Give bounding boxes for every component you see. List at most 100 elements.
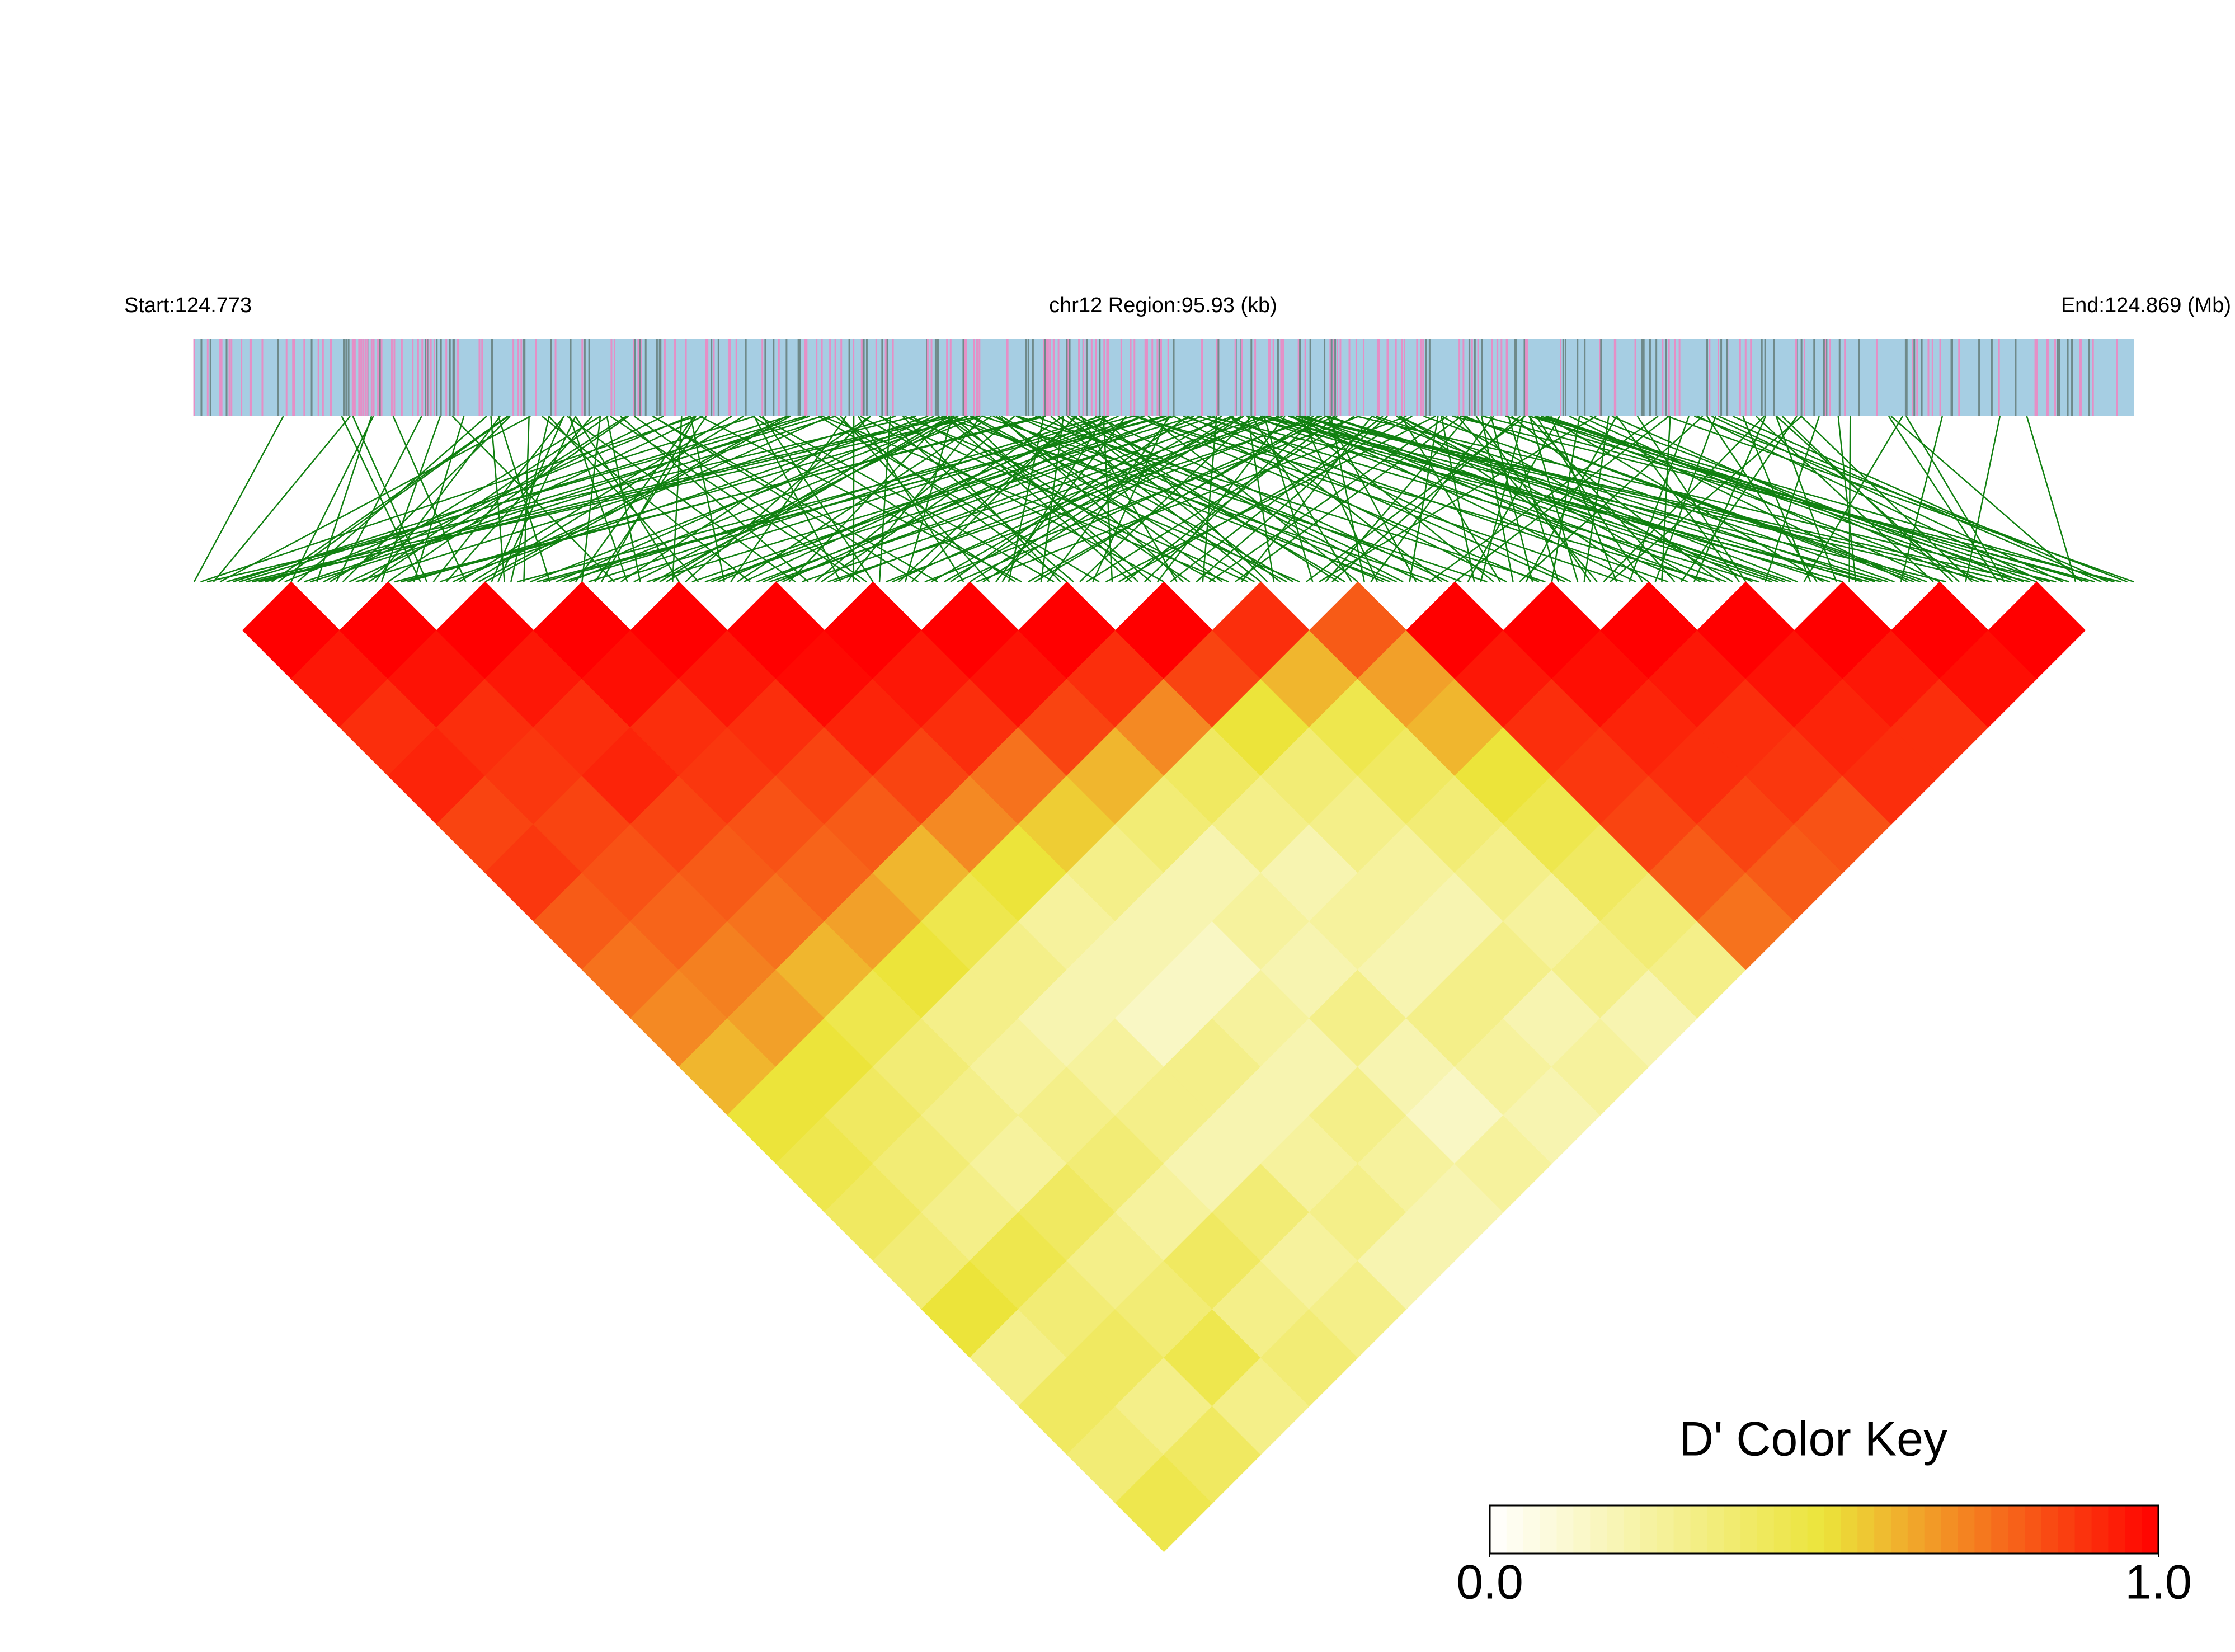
snp-link [717,415,1119,583]
colorkey-tick-label: 0.0 [1456,1556,1523,1609]
snp-link [1667,415,2134,583]
colorkey-swatch [1790,1505,1808,1554]
snp-link [737,415,992,583]
colorkey-swatch [1607,1505,1624,1554]
snp-link [1490,416,1533,582]
snp-link [1589,415,2024,583]
colorkey-swatch [1556,1505,1574,1554]
snp-link [439,415,929,583]
snp-link [1534,415,1979,583]
snp-link [1208,415,1448,583]
snp-link [451,416,615,582]
snp-link [753,416,841,582]
start-label: Start:124.773 [124,294,252,317]
snp-link [1370,416,1494,582]
snp-link [490,416,505,582]
snp-link [860,415,1165,583]
snp-link [1246,415,1869,583]
snp-link [905,416,953,582]
colorkey-swatch [2108,1505,2126,1554]
snp-link [1837,416,1857,582]
snp-link [1551,416,1580,582]
snp-link [1247,416,1275,582]
colorkey-frame [1489,1504,2159,1555]
colorkey-swatch [1640,1505,1658,1554]
snp-link [976,415,1407,583]
snp-link [355,415,896,583]
snp-link [752,415,1016,583]
colorkey-swatch [1657,1505,1674,1554]
snp-link [759,415,1055,583]
snp-link [659,415,940,583]
snp-link [566,415,796,583]
snp-link [834,415,1283,583]
colorkey-swatch [1724,1505,1742,1554]
snp-link [277,415,509,583]
region-label: chr12 Region:95.93 (kb) [1049,294,1277,317]
snp-link [1580,415,1940,583]
snp-link [782,415,1143,583]
snp-link [336,416,422,582]
snp-link [445,416,593,582]
snp-link [401,415,1042,583]
gene-track [194,339,2134,416]
snp-link [881,416,1074,582]
snp-link [762,416,874,582]
colorkey-swatch [2041,1505,2059,1554]
colorkey-swatch [1757,1505,1775,1554]
snp-link [459,415,732,583]
snp-link [691,415,1175,583]
snp-link [380,416,441,582]
snp-link [323,415,664,583]
end-label: End:124.869 (Mb) [2061,294,2231,317]
snp-link [1288,415,1778,583]
colorkey-swatch [1740,1505,1758,1554]
snp-link [341,416,421,582]
snp-link [1461,415,1927,583]
snp-link [930,415,1222,583]
snp-link [304,415,810,583]
snp-link [407,415,969,583]
colorkey-swatch [2008,1505,2025,1554]
colorkey-swatch [2091,1505,2109,1554]
snp-link [575,416,680,582]
snp-link [886,415,1315,583]
snp-link [594,416,707,582]
snp-link [666,415,951,583]
snp-link [330,415,601,583]
colorkey-swatch [2125,1505,2143,1554]
colorkey-swatch [1590,1505,1608,1554]
snp-link [310,415,836,583]
snp-link [1356,415,2057,583]
snp-link [1229,415,1572,583]
snp-link [491,416,564,582]
snp-link [265,415,823,583]
ld-cell [1988,581,2086,680]
snp-link [818,415,1100,583]
snp-link [581,416,601,582]
snp-link [1263,416,1314,582]
colorkey-swatch [1907,1505,1925,1554]
snp-link [1441,415,1734,583]
colorkey-swatch [1824,1505,1842,1554]
snp-link [387,415,629,583]
colorkey-swatch [1924,1505,1942,1554]
colorkey-swatch [1624,1505,1641,1554]
snp-link [213,416,351,582]
snp-link [297,416,487,582]
colorkey-swatch [1690,1505,1708,1554]
colorkey-swatch [1958,1505,1975,1554]
snp-link [484,415,791,583]
snp-link [788,416,947,582]
snp-link [633,415,867,583]
snp-link [193,416,284,582]
snp-link [902,416,1061,582]
snp-link [730,416,847,582]
snp-link [284,415,691,583]
snp-track [193,339,2134,583]
snp-link [652,415,919,583]
snp-link [1776,416,1960,582]
colorkey-swatch [2058,1505,2076,1554]
snp-link [858,416,964,582]
